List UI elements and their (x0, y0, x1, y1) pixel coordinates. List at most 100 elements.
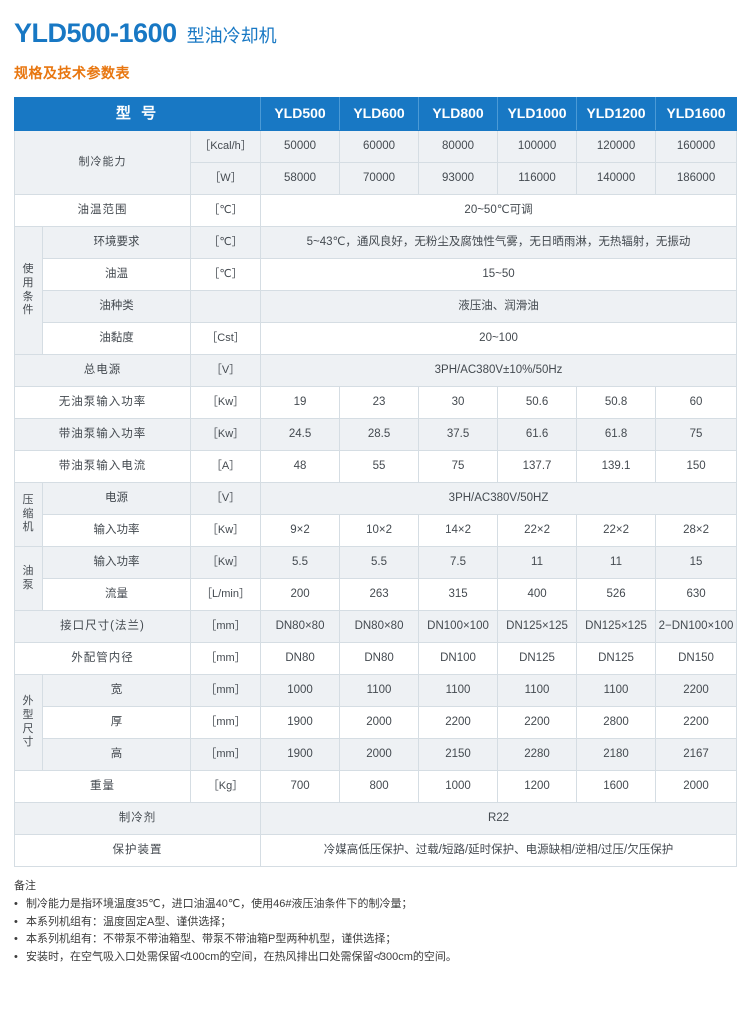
cell-value: 9×2 (260, 514, 341, 547)
row-label-weight: 重量 (14, 770, 191, 803)
cell-value: 11 (576, 546, 657, 579)
model-column-header: 型 号 (13, 97, 262, 131)
group-label-oil-pump: 油泵 (14, 546, 43, 611)
table-row: 总电源 ［V］ 3PH/AC380V±10%/50Hz (14, 354, 738, 387)
page-title: YLD500-1600 型油冷却机 (14, 0, 736, 49)
cell-value-merged: 冷媒高低压保护、过载/短路/延时保护、电源缺相/逆相/过压/欠压保护 (260, 834, 738, 867)
cell-value: DN150 (655, 642, 738, 675)
cell-value: 116000 (497, 162, 578, 195)
cell-value: 37.5 (418, 418, 499, 451)
row-label-width: 宽 (42, 674, 191, 707)
row-unit: ［mm］ (189, 642, 262, 675)
table-row: 油黏度 ［Cst］ 20~100 (15, 322, 738, 355)
cell-value: 1100 (576, 674, 657, 707)
row-unit: ［Kw］ (189, 514, 262, 547)
specification-table: 型 号 YLD500 YLD600 YLD800 YLD1000 YLD1200… (13, 97, 738, 867)
row-label-cooling-capacity: 制冷能力 (14, 130, 191, 195)
cell-value: 2000 (339, 706, 420, 739)
row-label-flow-rate: 流量 (42, 578, 191, 611)
section-title: 规格及技术参数表 (14, 65, 130, 81)
cell-value: 2−DN100×100 (655, 610, 738, 643)
cell-value-merged: 20~50℃可调 (260, 194, 738, 227)
cell-value: 2800 (576, 706, 657, 739)
row-unit: ［Kcal/h］ (189, 130, 262, 163)
row-label-main-power: 总电源 (14, 354, 191, 387)
cell-value: DN80 (260, 642, 341, 675)
cell-value: 60000 (339, 130, 420, 163)
table-row: 保护装置 冷媒高低压保护、过载/短路/延时保护、电源缺相/逆相/过压/欠压保护 (13, 834, 738, 867)
cell-value: 263 (339, 578, 420, 611)
table-row: 输入功率 ［Kw］ 9×2 10×2 14×2 22×2 22×2 28×2 (15, 514, 738, 547)
row-label-oilpump-input-power: 输入功率 (42, 546, 191, 579)
row-label-input-power-with-pump: 带油泵输入功率 (14, 418, 191, 451)
row-label-compressor-power-source: 电源 (42, 482, 191, 515)
table-row: 油温 ［℃］ 15~50 (15, 258, 738, 291)
row-unit: ［L/min］ (189, 578, 262, 611)
row-label-input-current-with-pump: 带油泵输入电流 (14, 450, 191, 483)
cell-value: 15 (655, 546, 738, 579)
row-unit: ［mm］ (189, 706, 262, 739)
bullet-icon: • (14, 915, 18, 928)
table-row: 带油泵输入功率 ［Kw］ 24.5 28.5 37.5 61.6 61.8 75 (14, 418, 738, 451)
cell-value: DN100×100 (418, 610, 499, 643)
cell-value: DN80×80 (260, 610, 341, 643)
row-unit: ［Kw］ (189, 386, 262, 419)
cell-value: 55 (339, 450, 420, 483)
cell-value-merged: 液压油、润滑油 (260, 290, 738, 323)
cell-value: 2200 (655, 674, 738, 707)
row-unit: ［℃］ (189, 258, 262, 291)
row-label-oil-temperature: 油温 (42, 258, 191, 291)
table-row: 接口尺寸(法兰) ［mm］ DN80×80 DN80×80 DN100×100 … (14, 610, 738, 643)
row-label-oil-viscosity: 油黏度 (42, 322, 191, 355)
row-unit: ［mm］ (189, 738, 262, 771)
cell-value: 30 (418, 386, 499, 419)
cell-value: 50.8 (576, 386, 657, 419)
cell-value: DN80×80 (339, 610, 420, 643)
cell-value: 48 (260, 450, 341, 483)
cell-value: 75 (655, 418, 738, 451)
row-unit: ［Kw］ (189, 418, 262, 451)
cell-value-merged: 20~100 (260, 322, 738, 355)
row-unit: ［W］ (189, 162, 262, 195)
cell-value: 50000 (260, 130, 341, 163)
row-unit: ［V］ (189, 482, 262, 515)
cell-value: 160000 (655, 130, 738, 163)
table-row: 重量 ［Kg］ 700 800 1000 1200 1600 2000 (14, 770, 738, 803)
cell-value: 14×2 (418, 514, 499, 547)
group-label-usage-conditions: 使用条件 (14, 226, 43, 355)
cell-value: 800 (339, 770, 420, 803)
product-type-label: 型油冷却机 (186, 26, 277, 46)
cell-value: 28.5 (339, 418, 420, 451)
bullet-icon: • (14, 950, 18, 963)
model-header-yld500: YLD500 (260, 97, 341, 131)
cell-value: 22×2 (576, 514, 657, 547)
cell-value: DN125 (576, 642, 657, 675)
table-row: 油温范围 ［℃］ 20~50℃可调 (14, 194, 738, 227)
group-label-overall-dimensions: 外型尺寸 (14, 674, 43, 771)
cell-value: 2150 (418, 738, 499, 771)
group-label-compressor: 压缩机 (14, 482, 43, 547)
row-label-ambient-requirement: 环境要求 (42, 226, 191, 259)
table-row: 油泵 输入功率 ［Kw］ 5.5 5.5 7.5 11 11 15 (14, 546, 738, 611)
cell-value-merged: 3PH/AC380V±10%/50Hz (260, 354, 738, 387)
cell-value: 630 (655, 578, 738, 611)
row-label-refrigerant: 制冷剂 (13, 802, 262, 835)
model-header-yld1200: YLD1200 (576, 97, 657, 131)
table-row: ［W］ 58000 70000 93000 116000 140000 1860… (15, 162, 738, 195)
cell-value: 5.5 (260, 546, 341, 579)
note-text: 本系列机组有：温度固定A型、谨供选择； (26, 915, 232, 928)
cell-value: 139.1 (576, 450, 657, 483)
table-row: 外型尺寸 宽 ［mm］ 1000 1100 1100 1100 1100 220… (14, 674, 738, 771)
table-row: 流量 ［L/min］ 200 263 315 400 526 630 (15, 578, 738, 611)
row-label-oil-temp-range: 油温范围 (14, 194, 191, 227)
cell-value: 2280 (497, 738, 578, 771)
cell-value: 100000 (497, 130, 578, 163)
cell-value: 60 (655, 386, 738, 419)
model-header-yld600: YLD600 (339, 97, 420, 131)
cell-value: 120000 (576, 130, 657, 163)
cell-value: 93000 (418, 162, 499, 195)
cell-value: 58000 (260, 162, 341, 195)
cell-value: 2200 (497, 706, 578, 739)
notes-section: 备注 • 制冷能力是指环境温度35℃，进口油温40℃，使用46#液压油条件下的制… (14, 877, 736, 963)
row-label-external-pipe-inner-diameter: 外配管内径 (14, 642, 191, 675)
